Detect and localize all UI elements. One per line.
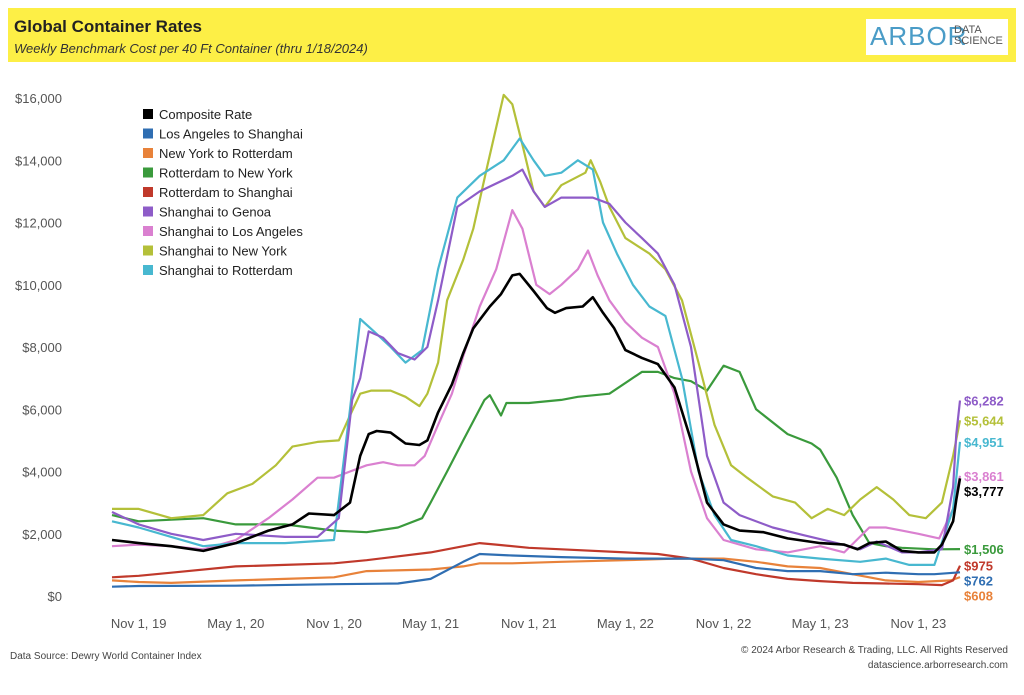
end-value-label: $975	[964, 559, 993, 574]
legend-label: Rotterdam to Shanghai	[159, 185, 293, 200]
legend-label: Shanghai to Rotterdam	[159, 263, 293, 278]
legend: Composite Rate Los Angeles to Shanghai New…	[143, 107, 303, 278]
y-tick-label: $6,000	[22, 402, 62, 417]
x-tick-label: Nov 1, 20	[306, 616, 362, 631]
y-axis: $0 $2,000 $4,000 $6,000 $8,000 $10,000 $12,000…	[15, 91, 62, 604]
x-axis: Nov 1, 19 May 1, 20 Nov 1, 20 May 1, 21 Nov …	[111, 616, 946, 631]
y-tick-label: $12,000	[15, 216, 62, 231]
end-value-label: $4,951	[964, 435, 1004, 450]
chart-title: Global Container Rates	[14, 17, 202, 36]
website-text: datascience.arborresearch.com	[867, 660, 1008, 671]
legend-label: Los Angeles to Shanghai	[159, 127, 303, 142]
series-line-composite-rate	[111, 272, 962, 554]
end-value-label: $1,506	[964, 542, 1004, 557]
legend-swatch	[143, 128, 153, 139]
logo-sub-line-1: DATA	[954, 24, 982, 36]
legend-swatch	[143, 148, 153, 158]
end-labels: $6,282 $5,644 $4,951 $3,861$3,777 $1,506 $975…	[964, 393, 1005, 603]
legend-label: Composite Rate	[159, 107, 252, 122]
logo-sub-text: DATA SCIENCE	[954, 25, 1003, 47]
chart-subtitle: Weekly Benchmark Cost per 40 Ft Containe…	[14, 41, 368, 56]
legend-label: Shanghai to Los Angeles	[159, 224, 303, 239]
end-value-label: $762	[964, 574, 993, 589]
x-tick-label: Nov 1, 22	[696, 616, 752, 631]
logo-sub-line-2: SCIENCE	[954, 35, 1003, 47]
legend-swatch	[143, 265, 153, 275]
x-tick-label: Nov 1, 21	[501, 616, 557, 631]
series-line-shanghai-to-rotterdam	[111, 137, 962, 566]
x-tick-label: Nov 1, 23	[891, 616, 947, 631]
legend-label: Shanghai to Genoa	[159, 205, 272, 220]
logo-main-text: ARBOR	[870, 21, 968, 51]
end-value-label: $608	[964, 589, 993, 604]
y-tick-label: $0	[48, 589, 62, 604]
series-line-shanghai-to-los-angeles	[111, 209, 962, 554]
legend-swatch	[143, 109, 153, 119]
y-tick-label: $14,000	[15, 153, 62, 168]
end-value-label: $5,644	[964, 413, 1005, 428]
data-source-note: Data Source: Dewry World Container Index	[10, 651, 202, 662]
legend-label: Shanghai to New York	[159, 244, 287, 259]
series-line-new-york-to-rotterdam	[111, 557, 961, 584]
legend-label: New York to Rotterdam	[159, 146, 293, 161]
end-value-label: $6,282	[964, 393, 1004, 408]
legend-swatch	[143, 187, 153, 197]
series-line-rotterdam-to-shanghai	[111, 542, 961, 587]
x-tick-label: May 1, 20	[207, 616, 264, 631]
header-banner: Global Container Rates Weekly Benchmark …	[8, 8, 1016, 62]
copyright-text: © 2024 Arbor Research & Trading, LLC. Al…	[741, 645, 1008, 656]
end-value-label: $3,777	[964, 484, 1004, 499]
y-tick-label: $10,000	[15, 278, 62, 293]
series-lines	[111, 93, 962, 588]
legend-swatch	[143, 206, 153, 217]
y-tick-label: $2,000	[22, 527, 62, 542]
copyright-note: © 2024 Arbor Research & Trading, LLC. Al…	[741, 643, 1008, 673]
x-tick-label: May 1, 21	[402, 616, 459, 631]
arbor-logo: ARBOR DATA SCIENCE	[866, 19, 1008, 55]
legend-swatch	[143, 245, 153, 256]
legend-swatch	[143, 226, 153, 236]
series-line-rotterdam-to-new-york	[111, 364, 961, 551]
x-tick-label: Nov 1, 19	[111, 616, 167, 631]
legend-label: Rotterdam to New York	[159, 166, 293, 181]
end-value-label: $3,861	[964, 469, 1004, 484]
y-tick-label: $8,000	[22, 340, 62, 355]
series-line-los-angeles-to-shanghai	[111, 552, 961, 588]
y-tick-label: $4,000	[22, 465, 62, 480]
x-tick-label: May 1, 23	[792, 616, 849, 631]
x-tick-label: May 1, 22	[597, 616, 654, 631]
y-tick-label: $16,000	[15, 91, 62, 106]
legend-swatch	[143, 167, 153, 178]
